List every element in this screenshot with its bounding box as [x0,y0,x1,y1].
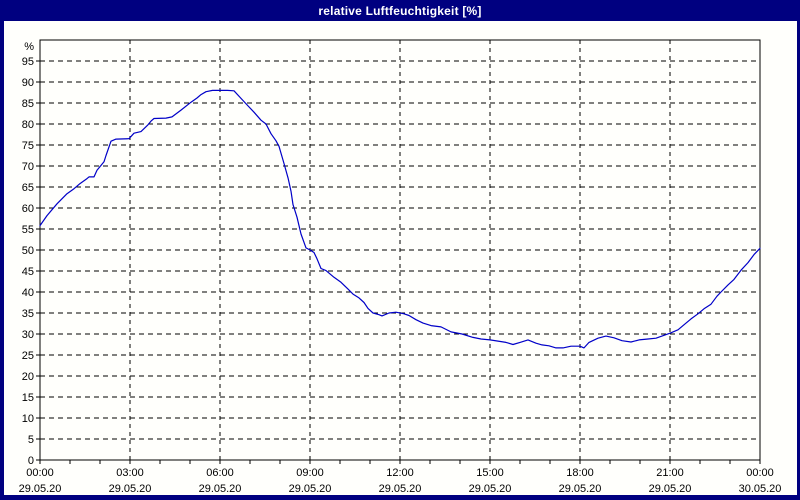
x-tick-date-label: 29.05.20 [289,483,332,495]
y-tick-label: 80 [22,119,34,131]
humidity-series-line [39,89,761,349]
chart-title: relative Luftfeuchtigkeit [%] [318,3,482,18]
x-tick-time-label: 21:00 [656,467,684,479]
x-tick-time-label: 12:00 [386,467,414,479]
x-tick-date-label: 30.05.20 [739,483,782,495]
x-tick-date-label: 29.05.20 [559,483,602,495]
y-tick-label: 70 [22,161,34,173]
y-tick-label: 90 [22,77,34,89]
y-tick-label: 10 [22,413,34,425]
y-tick-label: 85 [22,98,34,110]
x-tick-date-label: 29.05.20 [19,483,62,495]
y-tick-label: 25 [22,350,34,362]
x-tick-time-label: 06:00 [206,467,234,479]
x-tick-time-label: 00:00 [746,467,774,479]
y-tick-label: 40 [22,287,34,299]
y-tick-label: 50 [22,245,34,257]
x-tick-time-label: 15:00 [476,467,504,479]
y-tick-label: 5 [28,434,34,446]
y-tick-label: 30 [22,329,34,341]
y-tick-label: 0 [28,455,34,467]
x-tick-time-label: 18:00 [566,467,594,479]
y-tick-label: 75 [22,140,34,152]
x-tick-date-label: 29.05.20 [109,483,152,495]
x-tick-date-label: 29.05.20 [649,483,692,495]
x-tick-time-label: 09:00 [296,467,324,479]
x-tick-date-label: 29.05.20 [379,483,422,495]
y-tick-label: 45 [22,266,34,278]
y-tick-label: 65 [22,182,34,194]
y-tick-label: 20 [22,371,34,383]
y-tick-label: 55 [22,224,34,236]
y-axis-unit-label: % [24,41,34,53]
y-tick-label: 15 [22,392,34,404]
x-tick-date-label: 29.05.20 [199,483,242,495]
title-bar: relative Luftfeuchtigkeit [%] [0,0,800,21]
y-tick-label: 95 [22,56,34,68]
x-tick-time-label: 03:00 [116,467,144,479]
y-tick-label: 60 [22,203,34,215]
x-tick-time-label: 00:00 [26,467,54,479]
x-tick-date-label: 29.05.20 [469,483,512,495]
y-tick-label: 35 [22,308,34,320]
